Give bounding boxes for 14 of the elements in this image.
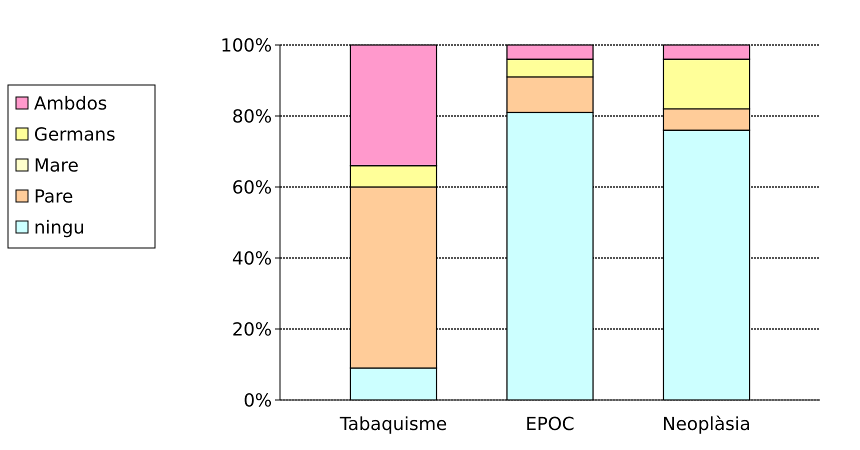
legend-label: Ambdos xyxy=(34,93,108,114)
x-tick-label: Tabaquisme xyxy=(338,414,448,435)
legend-label: Mare xyxy=(34,155,79,176)
x-tick-label: EPOC xyxy=(526,414,574,435)
y-tick-label: 60% xyxy=(232,177,272,198)
legend-label: ningu xyxy=(34,217,85,238)
y-tick-label: 40% xyxy=(232,248,272,270)
x-tick-label: Neoplàsia xyxy=(662,414,751,435)
legend-label: Germans xyxy=(34,124,116,146)
legend-label: Pare xyxy=(34,186,74,208)
y-tick-label: 80% xyxy=(232,106,272,128)
y-tick-label: 100% xyxy=(220,35,272,56)
y-tick-label: 0% xyxy=(243,390,272,412)
y-tick-label: 20% xyxy=(232,319,272,340)
